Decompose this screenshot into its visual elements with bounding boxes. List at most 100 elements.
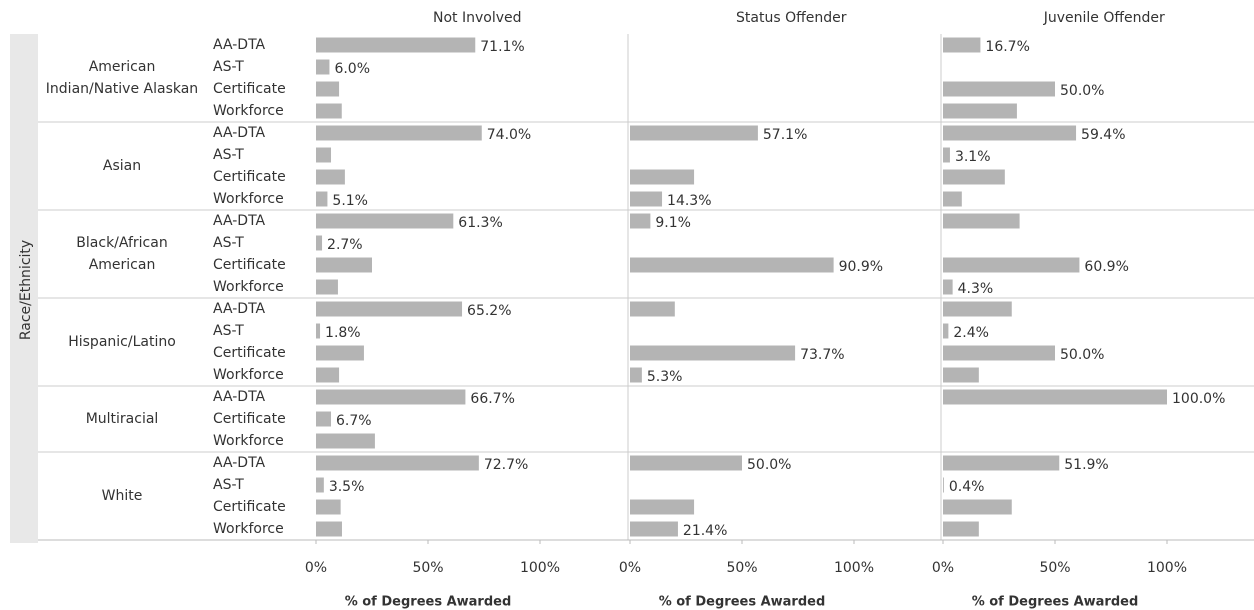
row-label: Certificate	[213, 81, 286, 97]
data-label: 6.7%	[336, 413, 372, 429]
bar	[316, 279, 338, 295]
data-label: 74.0%	[487, 127, 531, 143]
bar	[316, 345, 364, 361]
data-label: 73.7%	[800, 347, 844, 363]
bar	[316, 257, 372, 273]
row-label: AA-DTA	[213, 455, 266, 471]
row-label: Certificate	[213, 169, 286, 185]
data-label: 50.0%	[1060, 83, 1104, 99]
bar	[316, 499, 341, 515]
row-label: AA-DTA	[213, 213, 266, 229]
row-label: AS-T	[213, 323, 244, 339]
row-label: Workforce	[213, 433, 284, 449]
group-label: American Indian/Native Alaskan	[45, 59, 199, 97]
row-label: Workforce	[213, 367, 284, 383]
data-label: 16.7%	[985, 39, 1029, 55]
row-label: Certificate	[213, 257, 286, 273]
data-label: 6.0%	[334, 61, 370, 77]
bar	[943, 37, 981, 53]
bar	[316, 389, 466, 405]
group-name: Hispanic/Latino	[68, 334, 176, 350]
bar	[316, 147, 332, 163]
data-label: 60.9%	[1084, 259, 1128, 275]
data-label: 5.1%	[332, 193, 368, 209]
row-label: Workforce	[213, 279, 284, 295]
bar	[943, 125, 1077, 141]
bar	[943, 323, 949, 339]
bar	[316, 521, 342, 537]
data-label: 90.9%	[839, 259, 883, 275]
data-label: 71.1%	[480, 39, 524, 55]
bar	[316, 125, 482, 141]
bar	[943, 345, 1055, 361]
row-label: Workforce	[213, 191, 284, 207]
group-name: Asian	[102, 158, 142, 174]
data-label: 2.7%	[327, 237, 363, 253]
bar	[943, 477, 944, 493]
row-label: Workforce	[213, 103, 284, 119]
row-label: AS-T	[213, 477, 244, 493]
data-label: 9.1%	[655, 215, 691, 231]
bar	[943, 279, 953, 295]
data-label: 100.0%	[1172, 391, 1225, 407]
group-name: Multiracial	[85, 411, 159, 427]
bar	[316, 213, 454, 229]
data-label: 14.3%	[667, 193, 711, 209]
row-label: AA-DTA	[213, 389, 266, 405]
bar	[316, 323, 321, 339]
bar	[316, 37, 476, 53]
x-tick-label: 50%	[1039, 560, 1070, 576]
x-tick-label: 50%	[412, 560, 443, 576]
panel-header: Juvenile Offender	[1043, 10, 1165, 26]
bar	[316, 477, 324, 493]
data-label: 66.7%	[470, 391, 514, 407]
bar	[630, 521, 678, 537]
data-label: 21.4%	[683, 523, 727, 539]
x-axis-title: % of Degrees Awarded	[972, 595, 1139, 610]
group-name: Black/African American	[76, 235, 168, 273]
group-label: Black/African American	[76, 235, 168, 273]
bar	[943, 147, 950, 163]
bar	[943, 213, 1020, 229]
bar	[630, 257, 834, 273]
panel-header: Not Involved	[433, 10, 522, 26]
bar	[316, 367, 340, 383]
data-label: 4.3%	[958, 281, 994, 297]
x-tick-label: 100%	[520, 560, 560, 576]
row-label: AS-T	[213, 59, 244, 75]
group-name: White	[101, 488, 143, 504]
x-tick-label: 100%	[834, 560, 874, 576]
y-label-band	[10, 34, 38, 543]
bar	[943, 257, 1080, 273]
x-axis-title: % of Degrees Awarded	[659, 595, 826, 610]
group-name: American Indian/Native Alaskan	[45, 59, 199, 97]
data-label: 50.0%	[747, 457, 791, 473]
x-tick-label: 50%	[726, 560, 757, 576]
bar	[943, 367, 979, 383]
bar	[943, 521, 979, 537]
bar	[630, 125, 758, 141]
bar	[630, 345, 796, 361]
bar	[630, 191, 663, 207]
bar	[943, 301, 1012, 317]
group-label: Multiracial	[85, 411, 159, 427]
data-label: 72.7%	[484, 457, 528, 473]
x-tick-label: 0%	[619, 560, 641, 576]
data-label: 61.3%	[458, 215, 502, 231]
bar	[630, 301, 675, 317]
data-label: 5.3%	[647, 369, 683, 385]
bar	[316, 169, 345, 185]
bar	[316, 81, 340, 97]
data-label: 65.2%	[467, 303, 511, 319]
bar	[630, 499, 695, 515]
bar	[316, 235, 323, 251]
group-label: White	[101, 488, 143, 504]
row-label: Workforce	[213, 521, 284, 537]
row-label: AA-DTA	[213, 125, 266, 141]
x-tick-label: 0%	[305, 560, 327, 576]
row-label: AA-DTA	[213, 37, 266, 53]
bar	[316, 455, 479, 471]
x-axis-title: % of Degrees Awarded	[345, 595, 512, 610]
bar	[316, 301, 463, 317]
data-label: 1.8%	[325, 325, 361, 341]
